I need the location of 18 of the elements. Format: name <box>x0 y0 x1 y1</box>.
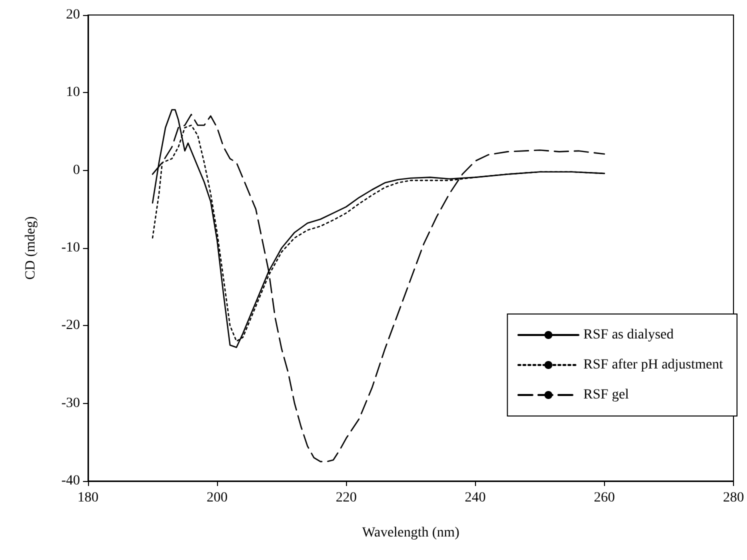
y-tick-label: 10 <box>66 85 80 100</box>
x-tick-label: 280 <box>723 490 744 506</box>
legend-label: RSF as dialysed <box>583 328 674 342</box>
y-tick-label: -20 <box>61 318 80 334</box>
x-tick-label: 260 <box>594 490 615 506</box>
y-tick-label: -30 <box>61 396 80 411</box>
x-tick-label: 220 <box>336 490 357 506</box>
y-tick-label: 20 <box>66 8 80 22</box>
y-tick-label: -10 <box>61 240 80 256</box>
legend-label: RSF after pH adjustment <box>583 358 724 372</box>
legend-label: RSF gel <box>583 388 630 402</box>
x-tick-label: 180 <box>78 490 98 506</box>
y-axis-title: CD (mdeg) <box>24 216 38 280</box>
x-tick-label: 200 <box>206 490 228 506</box>
x-axis-title: Wavelength (nm) <box>362 526 460 540</box>
y-tick-label: 0 <box>73 162 80 178</box>
x-tick-label: 240 <box>464 490 486 506</box>
y-tick-label: -40 <box>61 474 80 488</box>
